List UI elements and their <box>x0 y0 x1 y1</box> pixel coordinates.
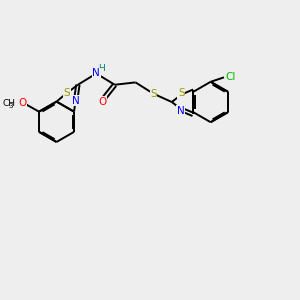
Text: S: S <box>150 89 157 99</box>
Text: S: S <box>178 88 184 98</box>
Text: N: N <box>177 106 184 116</box>
Text: O: O <box>99 97 107 107</box>
Text: CH: CH <box>2 99 15 108</box>
Text: S: S <box>63 88 70 98</box>
Text: 3: 3 <box>9 103 14 109</box>
Text: H: H <box>98 64 105 73</box>
Text: N: N <box>92 68 100 79</box>
Text: O: O <box>18 98 26 108</box>
Text: Cl: Cl <box>225 72 236 82</box>
Text: N: N <box>72 96 80 106</box>
